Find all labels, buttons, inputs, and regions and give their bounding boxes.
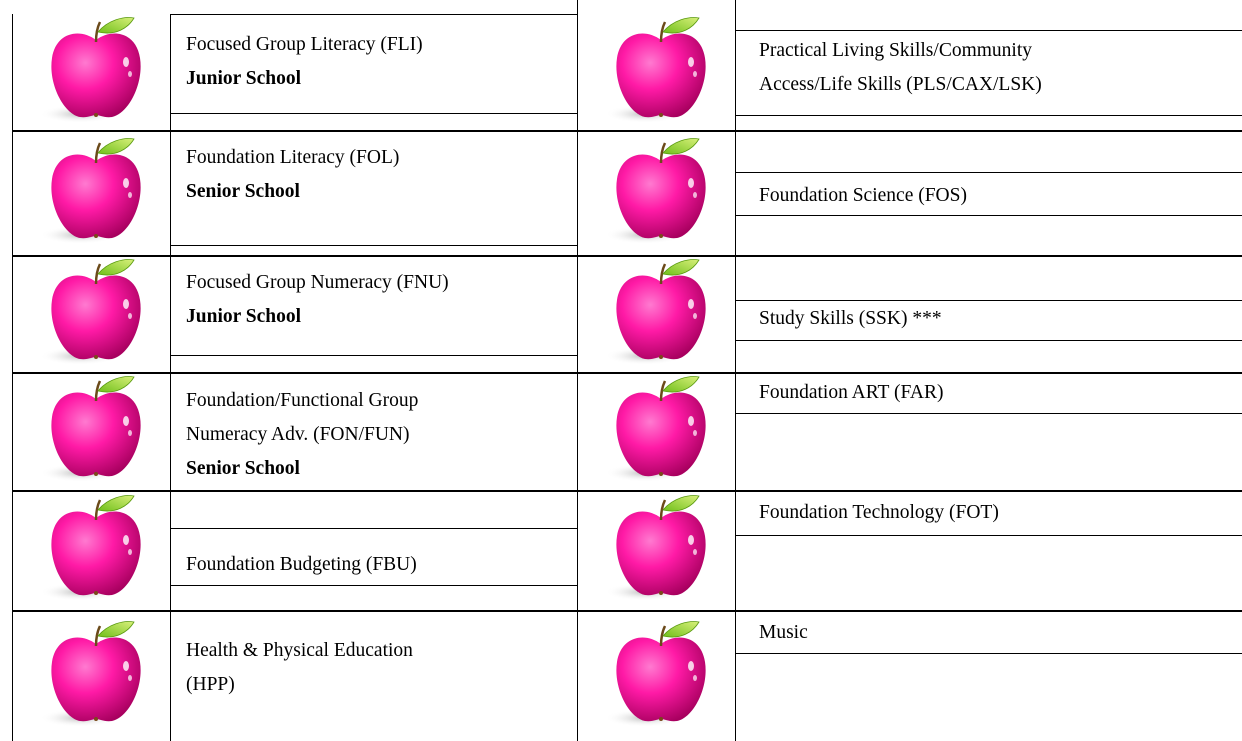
course-name: Foundation Budgeting (FBU) — [186, 548, 417, 582]
course-name: Practical Living Skills/Community Access/… — [759, 34, 1042, 102]
rule — [170, 585, 577, 586]
course-line: Foundation Budgeting (FBU) — [186, 554, 417, 575]
rule — [12, 255, 1242, 257]
apple-icon — [595, 135, 725, 247]
school-label: Senior School — [186, 181, 300, 202]
course-name: Foundation/Functional Group Numeracy Adv.… — [186, 384, 418, 486]
apple-icon — [595, 256, 725, 368]
course-line: Focused Group Numeracy (FNU) — [186, 272, 449, 293]
course-name: Foundation Science (FOS) — [759, 179, 967, 213]
course-line: Foundation/Functional Group — [186, 390, 419, 411]
column-rule — [170, 14, 171, 741]
apple-icon — [595, 492, 725, 604]
course-line: Foundation ART (FAR) — [759, 382, 944, 403]
apple-icon — [595, 14, 725, 126]
rule — [170, 14, 577, 15]
rule — [735, 535, 1242, 536]
course-name: Focused Group Numeracy (FNU) Junior Schoo… — [186, 266, 449, 334]
rule — [735, 340, 1242, 341]
rule — [735, 300, 1242, 301]
rule — [12, 372, 1242, 374]
course-line: (HPP) — [186, 674, 235, 695]
column-rule — [12, 14, 13, 741]
apple-icon — [595, 373, 725, 485]
rule — [735, 653, 1242, 654]
rule — [12, 610, 1242, 612]
rule — [735, 215, 1242, 216]
course-name: Music — [759, 616, 808, 650]
rule — [735, 413, 1242, 414]
rule — [735, 172, 1242, 173]
course-line: Foundation Science (FOS) — [759, 185, 967, 206]
apple-icon — [30, 618, 160, 730]
rule — [170, 355, 577, 356]
rule — [12, 490, 1242, 492]
rule — [170, 245, 577, 246]
course-name: Foundation Technology (FOT) — [759, 496, 999, 530]
course-name: Focused Group Literacy (FLI) Junior Schoo… — [186, 28, 423, 96]
apple-icon — [595, 618, 725, 730]
course-name: Health & Physical Education (HPP) — [186, 634, 413, 702]
course-line: Foundation Technology (FOT) — [759, 502, 999, 523]
rule — [170, 113, 577, 114]
course-line: Practical Living Skills/Community — [759, 40, 1032, 61]
course-line: Foundation Literacy (FOL) — [186, 147, 400, 168]
school-label: Junior School — [186, 68, 302, 89]
column-rule — [735, 0, 736, 741]
course-line: Numeracy Adv. (FON/FUN) — [186, 424, 410, 445]
course-line: Study Skills (SSK) *** — [759, 308, 942, 329]
course-name: Foundation ART (FAR) — [759, 376, 943, 410]
rule — [735, 115, 1242, 116]
school-label: Junior School — [186, 306, 302, 327]
course-name: Foundation Literacy (FOL) Senior School — [186, 141, 399, 209]
rule — [12, 130, 1242, 132]
apple-icon — [30, 256, 160, 368]
rule — [735, 30, 1242, 31]
course-line: Focused Group Literacy (FLI) — [186, 34, 423, 55]
course-line: Music — [759, 622, 808, 643]
course-line: Health & Physical Education — [186, 640, 413, 661]
school-label: Senior School — [186, 458, 300, 479]
apple-icon — [30, 135, 160, 247]
course-name: Study Skills (SSK) *** — [759, 302, 942, 336]
rule — [170, 528, 577, 529]
apple-icon — [30, 14, 160, 126]
column-rule — [577, 0, 578, 741]
apple-icon — [30, 492, 160, 604]
course-line: Access/Life Skills (PLS/CAX/LSK) — [759, 74, 1042, 95]
apple-icon — [30, 373, 160, 485]
